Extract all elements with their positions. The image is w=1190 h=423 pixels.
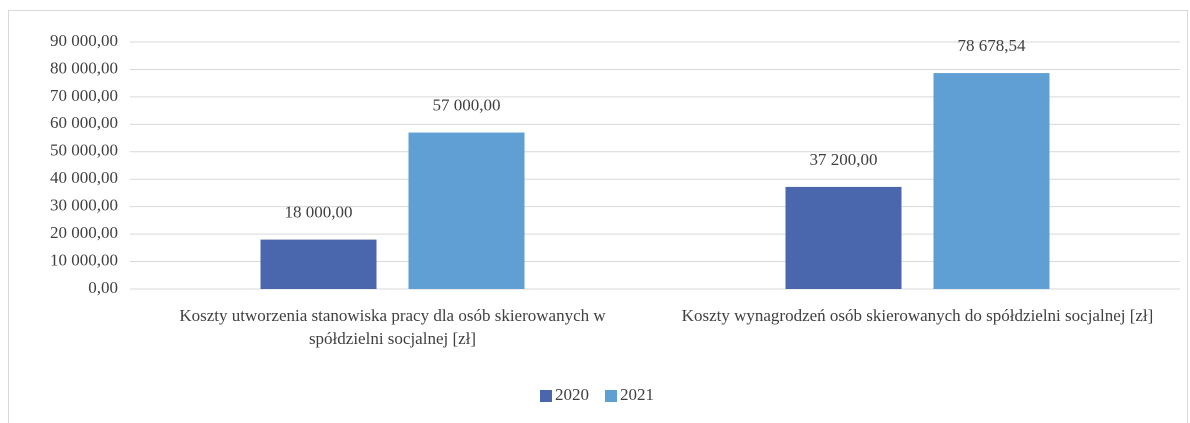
- y-tick-label: 60 000,00: [50, 113, 118, 132]
- bar: [933, 73, 1050, 289]
- y-tick-label: 50 000,00: [50, 141, 118, 160]
- bar: [408, 132, 525, 289]
- bar: [785, 186, 902, 289]
- bar: [260, 239, 377, 289]
- data-label: 18 000,00: [285, 203, 353, 222]
- legend-swatch: [540, 390, 552, 402]
- data-label: 57 000,00: [433, 95, 501, 114]
- y-tick-label: 20 000,00: [50, 223, 118, 242]
- x-tick-label: Koszty utworzenia stanowiska pracy dla o…: [179, 306, 606, 348]
- chart-frame: [8, 10, 1188, 423]
- y-tick-label: 80 000,00: [50, 58, 118, 77]
- legend-label: 2020: [555, 385, 589, 404]
- y-tick-label: 40 000,00: [50, 168, 118, 187]
- data-label: 78 678,54: [958, 36, 1027, 55]
- y-tick-label: 0,00: [88, 278, 118, 297]
- y-tick-label: 90 000,00: [50, 31, 118, 50]
- y-tick-label: 10 000,00: [50, 250, 118, 269]
- x-tick-label: Koszty wynagrodzeń osób skierowanych do …: [681, 306, 1154, 325]
- y-tick-label: 30 000,00: [50, 196, 118, 215]
- data-label: 37 200,00: [810, 150, 878, 169]
- legend-swatch: [605, 390, 617, 402]
- y-tick-label: 70 000,00: [50, 86, 118, 105]
- legend-label: 2021: [620, 385, 654, 404]
